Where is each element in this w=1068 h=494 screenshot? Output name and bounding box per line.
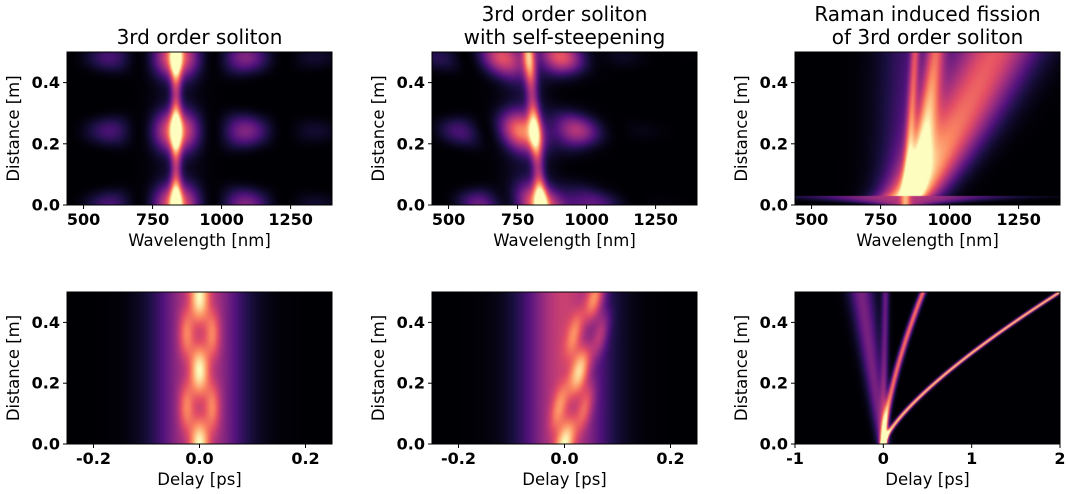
x-tick-label: -1 (786, 449, 804, 468)
y-axis-label: Distance [m] (4, 315, 23, 421)
heatmap-image (432, 52, 697, 205)
heatmap-image (432, 292, 697, 444)
plot-frame (794, 51, 1061, 206)
plot-frame (431, 51, 698, 206)
y-axis-label: Distance [m] (4, 75, 23, 181)
x-tick-label: 0.2 (656, 449, 684, 468)
y-tick-label: 0.4 (760, 73, 788, 92)
x-tick-label: 750 (864, 210, 897, 229)
x-axis-label: Delay [ps] (157, 470, 242, 489)
x-tick-label: 500 (432, 210, 465, 229)
y-tick-label: 0.0 (397, 196, 425, 215)
heatmap-image (795, 52, 1060, 205)
x-tick-label: 0.2 (291, 449, 319, 468)
x-axis-label: Wavelength [nm] (493, 231, 636, 250)
panel-1: 500 750 1000 1250 0.0 0.2 0.4 Wavelength [nm] Di… (4, 25, 333, 250)
x-tick-label: 0.0 (185, 449, 213, 468)
x-axis-label: Delay [ps] (885, 470, 970, 489)
y-axis-label: Distance [m] (369, 75, 388, 181)
y-tick-label: 0.0 (760, 435, 788, 454)
x-tick-label: 1250 (268, 210, 313, 229)
x-tick-label: 0 (878, 449, 889, 468)
panel-title: 3rd order soliton (482, 2, 648, 26)
x-tick-label: 750 (501, 210, 534, 229)
x-tick-label: 0.0 (550, 449, 578, 468)
y-tick-label: 0.4 (397, 313, 425, 332)
x-tick-label: 500 (795, 210, 828, 229)
x-tick-label: 1250 (633, 210, 678, 229)
y-tick-label: 0.2 (32, 374, 60, 393)
x-tick-label: 1000 (564, 210, 609, 229)
panel-2: 500 750 1000 1250 0.0 0.2 0.4 Wavelength [nm] Di… (369, 2, 698, 250)
x-tick-label: 1000 (199, 210, 244, 229)
x-tick-label: 2 (1054, 449, 1065, 468)
plot-frame (66, 51, 333, 206)
panel-title: Raman induced fission (814, 2, 1040, 26)
y-axis-label: Distance [m] (732, 315, 751, 421)
y-tick-label: 0.4 (32, 313, 60, 332)
panel-3: 500 750 1000 1250 0.0 0.2 0.4 Wavelength [nm] Di… (732, 2, 1061, 250)
y-axis-label: Distance [m] (369, 315, 388, 421)
y-tick-label: 0.0 (32, 435, 60, 454)
panel-title: with self-steepening (464, 25, 666, 49)
y-tick-label: 0.2 (760, 374, 788, 393)
panel-title: of 3rd order soliton (832, 25, 1024, 49)
y-tick-label: 0.2 (397, 374, 425, 393)
y-tick-label: 0.2 (32, 134, 60, 153)
heatmap-image (795, 292, 1060, 444)
x-tick-label: 1000 (927, 210, 972, 229)
heatmap-image (67, 292, 332, 444)
panel-6: -1 0 1 2 0.0 0.2 0.4 Delay [ps] Distance [m] (732, 291, 1066, 489)
x-axis-label: Wavelength [nm] (128, 231, 271, 250)
heatmap-image (67, 52, 332, 205)
x-tick-label: -0.2 (441, 449, 476, 468)
y-tick-label: 0.0 (397, 435, 425, 454)
x-axis-label: Wavelength [nm] (856, 231, 999, 250)
y-tick-label: 0.4 (760, 313, 788, 332)
x-tick-label: 1250 (996, 210, 1041, 229)
y-tick-label: 0.2 (760, 134, 788, 153)
y-tick-label: 0.0 (760, 196, 788, 215)
y-tick-label: 0.4 (32, 73, 60, 92)
panel-4: -0.2 0.0 0.2 0.0 0.2 0.4 Delay [ps] Distance [m… (4, 291, 333, 489)
y-axis-label: Distance [m] (732, 75, 751, 181)
x-tick-label: 750 (136, 210, 169, 229)
y-tick-label: 0.4 (397, 73, 425, 92)
x-axis-label: Delay [ps] (522, 470, 607, 489)
plot-frame (794, 291, 1061, 445)
y-tick-label: 0.2 (397, 134, 425, 153)
x-tick-label: -0.2 (76, 449, 111, 468)
y-tick-label: 0.0 (32, 196, 60, 215)
panel-title: 3rd order soliton (117, 25, 283, 49)
x-tick-label: 1 (966, 449, 977, 468)
panel-5: -0.2 0.0 0.2 0.0 0.2 0.4 Delay [ps] Distance [m… (369, 291, 698, 489)
x-tick-label: 500 (67, 210, 100, 229)
